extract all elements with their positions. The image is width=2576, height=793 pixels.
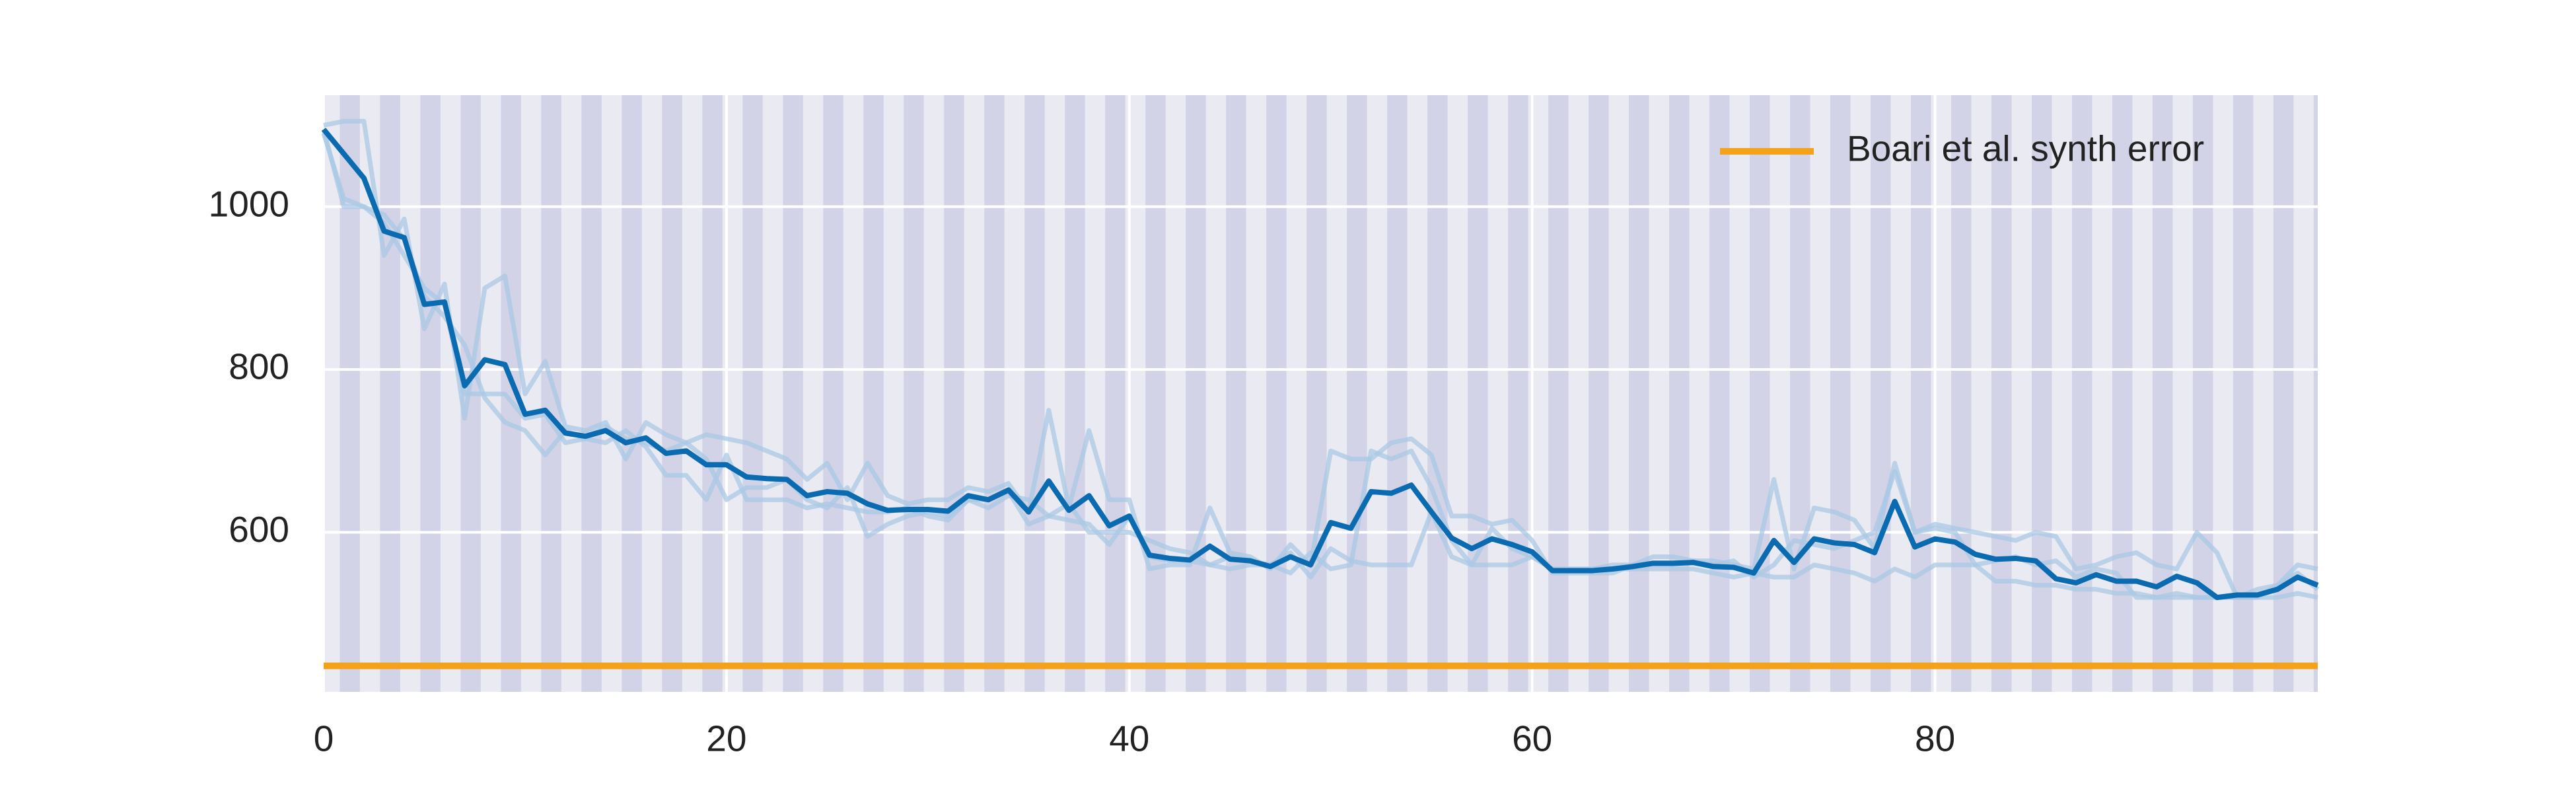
stripe xyxy=(2031,95,2052,692)
stripe xyxy=(1750,95,1770,692)
stripe xyxy=(1871,95,1891,692)
stripe xyxy=(1306,95,1327,692)
stripe xyxy=(1347,95,1367,692)
stripe xyxy=(2233,95,2254,692)
labels: 600 800 1000 0 20 40 60 80 Boari et al. synth er… xyxy=(209,128,2204,759)
x-tick-label: 60 xyxy=(1512,718,1552,759)
run-line xyxy=(323,118,2318,600)
stripe xyxy=(2071,95,2093,692)
stripe xyxy=(541,95,561,692)
y-tick-label: 600 xyxy=(229,509,289,550)
stripe xyxy=(380,95,400,692)
stripe xyxy=(1589,95,1609,692)
stripe xyxy=(1266,95,1287,692)
stripe xyxy=(622,95,642,692)
stripe xyxy=(1387,95,1408,692)
stripe xyxy=(2152,95,2173,692)
stripe xyxy=(1468,95,1488,692)
y-tick-label: 1000 xyxy=(209,183,289,224)
stripe xyxy=(1427,95,1448,692)
stripe xyxy=(581,95,602,692)
x-tick-label: 20 xyxy=(706,718,746,759)
stripe xyxy=(1669,95,1690,692)
stripe xyxy=(1226,95,1246,692)
stripe xyxy=(1950,95,1972,692)
legend-label: Boari et al. synth error xyxy=(1847,128,2204,169)
stripe xyxy=(1508,95,1528,692)
stripe xyxy=(340,95,360,692)
stripe xyxy=(823,95,843,692)
stripe xyxy=(2273,95,2294,692)
stripe xyxy=(1105,95,1126,692)
y-tick-label: 800 xyxy=(229,346,289,387)
stripe xyxy=(2192,95,2213,692)
stripe xyxy=(1991,95,2012,692)
stripe xyxy=(944,95,964,692)
stripe xyxy=(702,95,723,692)
stripe xyxy=(420,95,441,692)
stripe xyxy=(904,95,924,692)
stripe xyxy=(1911,95,1931,692)
stripe xyxy=(2112,95,2133,692)
stripe xyxy=(1830,95,1851,692)
stripe xyxy=(1024,95,1045,692)
stripe xyxy=(783,95,803,692)
stripe xyxy=(1790,95,1810,692)
stripe xyxy=(1709,95,1730,692)
stripe xyxy=(662,95,682,692)
stripe xyxy=(1548,95,1569,692)
stripe xyxy=(1186,95,1206,692)
stripe xyxy=(863,95,884,692)
x-tick-label: 40 xyxy=(1109,718,1149,759)
stripe xyxy=(742,95,763,692)
mean-line xyxy=(321,128,2319,601)
stripe xyxy=(1629,95,1649,692)
stripe xyxy=(2313,95,2318,692)
x-tick-label: 0 xyxy=(314,718,334,759)
stripe xyxy=(1145,95,1166,692)
stripe xyxy=(984,95,1005,692)
stripe xyxy=(1065,95,1085,692)
x-tick-label: 80 xyxy=(1915,718,1955,759)
lines xyxy=(321,118,2320,669)
